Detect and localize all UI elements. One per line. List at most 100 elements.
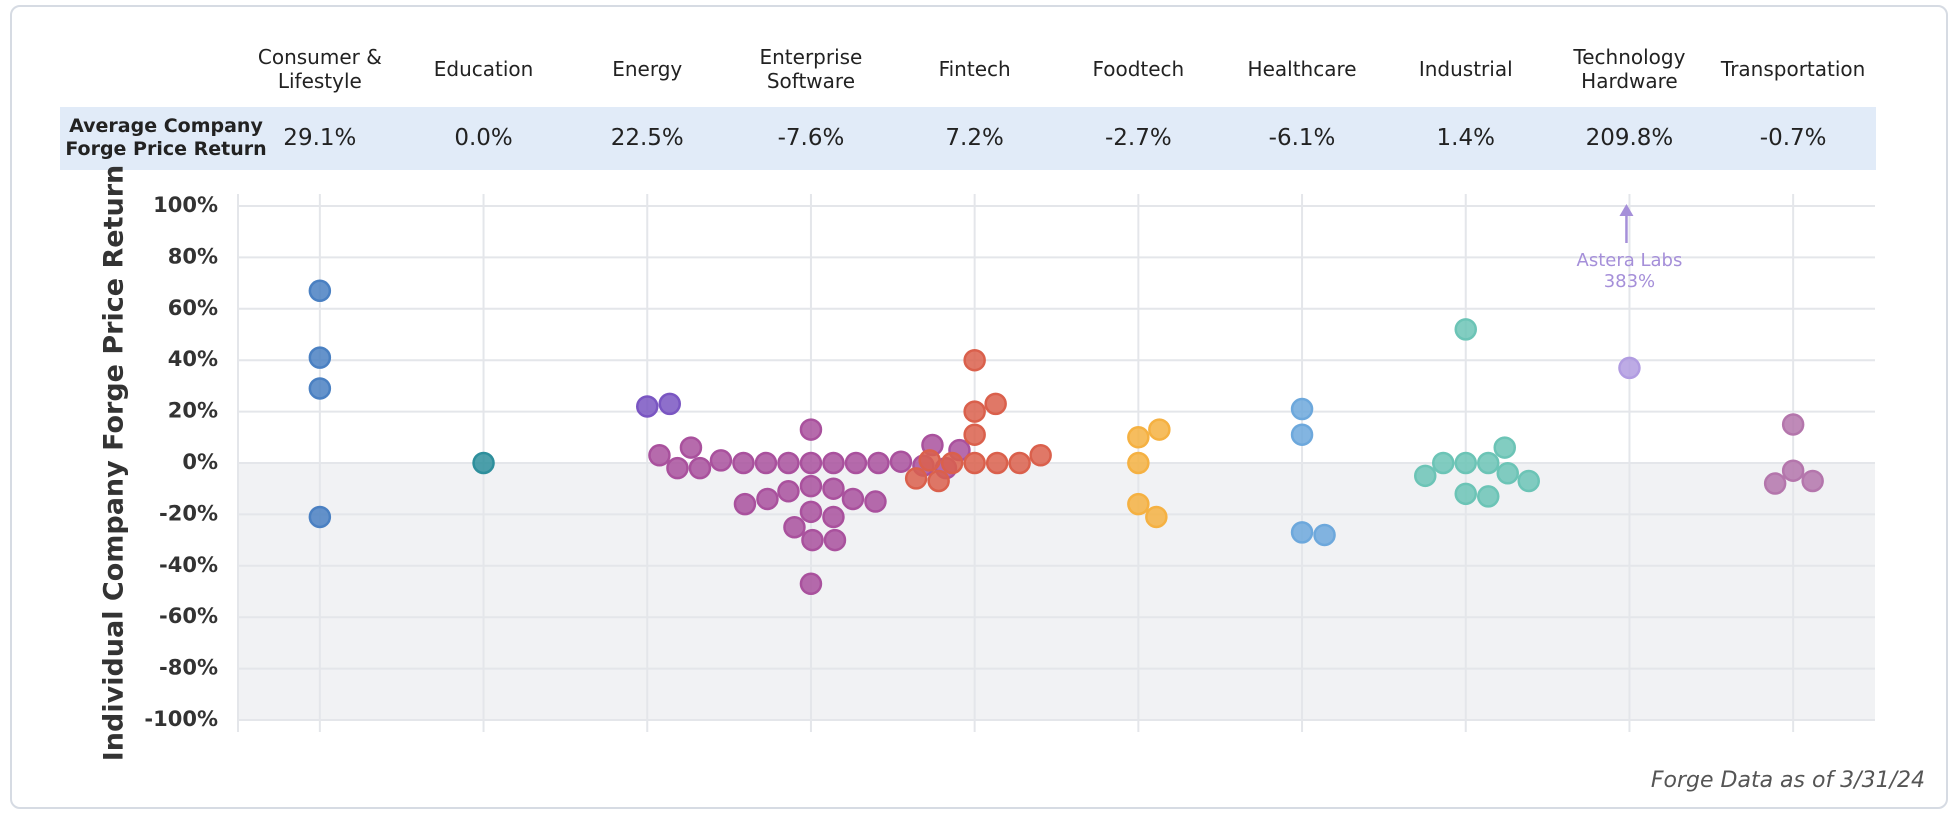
data-point [1801,469,1824,493]
data-point [918,449,941,472]
average-value: 7.2% [945,125,1004,151]
data-point [636,395,659,418]
category-label: Technology Hardware [1573,45,1686,93]
data-point [756,487,779,511]
data-point [1290,521,1314,544]
average-value: -0.7% [1759,125,1827,151]
data-point [1290,397,1314,421]
y-tick-label: 0% [182,450,218,474]
annotation-value-label: 383% [1604,271,1655,292]
data-point [732,451,755,475]
data-point [799,474,823,498]
data-point [308,505,332,529]
data-point [963,348,986,372]
source-note: Forge Data as of 3/31/24 [1650,768,1925,793]
data-point [733,492,757,516]
y-tick-label: -40% [159,553,218,577]
data-point [1477,451,1500,475]
data-point [1313,523,1336,547]
data-point [688,456,712,480]
data-point [1029,444,1052,467]
data-point [1454,451,1477,475]
data-point [777,480,800,503]
y-tick-label: -20% [159,501,218,525]
data-point [1493,436,1516,459]
data-point [658,392,681,416]
data-point [963,451,986,475]
data-point [927,469,950,493]
category-label: Consumer & Lifestyle [257,45,382,93]
data-point [648,444,671,467]
data-point [1454,482,1477,506]
data-point [1517,469,1540,493]
data-point [1148,418,1171,441]
average-value: -2.7% [1104,125,1172,151]
category-label: Foodtech [1092,57,1185,81]
data-point [822,451,845,475]
data-point [984,392,1007,416]
data-point [822,477,845,500]
data-point [799,500,823,524]
data-point [940,451,964,475]
y-tick-label: -60% [159,604,218,628]
y-tick-label: -100% [144,707,218,731]
data-point [777,451,800,475]
data-point [1008,451,1031,475]
data-point [1454,318,1477,341]
data-point [1618,356,1641,380]
annotation-text: Astera Labs [1577,250,1683,271]
negative-region [238,463,1875,720]
data-point [801,528,824,552]
average-value: 0.0% [454,125,513,151]
data-point [472,451,495,475]
data-point [308,346,332,369]
data-point [1290,423,1314,446]
average-value: 29.1% [283,125,357,151]
data-point [904,467,928,490]
data-point [799,572,823,596]
data-point [308,279,332,303]
data-point [308,377,332,400]
data-point [1145,505,1168,529]
data-point [1127,492,1150,516]
average-value: 209.8% [1585,125,1674,151]
data-point [889,450,913,473]
data-point [1496,462,1519,485]
card [10,5,1948,809]
category-label: Industrial [1418,57,1513,81]
data-point [783,516,806,539]
category-label: Energy [612,57,683,81]
data-point [799,418,823,441]
average-value: 22.5% [610,125,684,151]
data-point [1763,472,1787,495]
data-point [864,490,887,513]
category-label: Enterprise Software [759,45,863,93]
data-point [985,451,1009,475]
data-point [963,423,986,446]
y-tick-label: 40% [168,347,218,371]
data-point [709,449,733,472]
category-label: Healthcare [1247,57,1357,81]
data-point [1414,464,1437,488]
data-point [1432,451,1455,475]
y-tick-label: 100% [153,193,218,217]
y-tick-label: 20% [168,399,218,423]
average-value: 1.4% [1436,125,1495,151]
data-point [841,487,865,511]
data-point [1477,485,1500,508]
data-point [963,400,986,423]
data-point [822,505,845,529]
y-tick-label: 80% [168,244,218,268]
category-label: Transportation [1720,57,1866,81]
category-label: Fintech [938,57,1011,81]
data-point [1127,426,1150,449]
data-point [679,436,703,459]
data-point [1781,413,1805,436]
annotation-arrowhead [1619,204,1634,216]
data-point [867,451,890,475]
average-row-label: Average Company Forge Price Return [65,115,267,160]
y-axis-label: Individual Company Forge Price Return [99,165,130,762]
average-value: -6.1% [1268,125,1336,151]
y-tick-label: 60% [168,296,218,320]
